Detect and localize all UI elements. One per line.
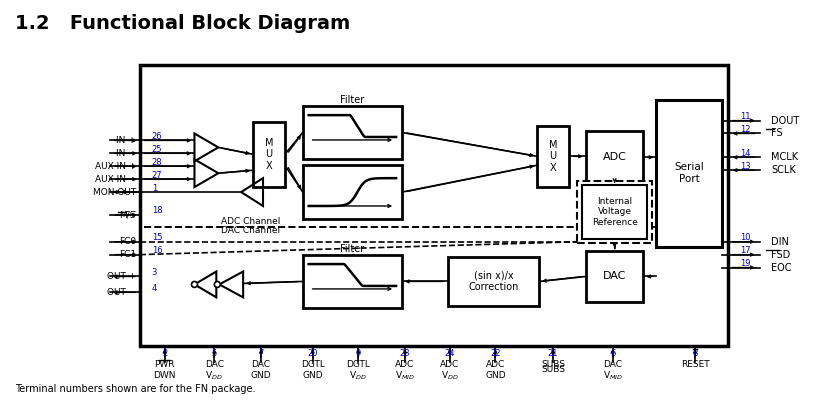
Text: 1: 1: [152, 183, 157, 193]
Bar: [303, 106, 402, 159]
Text: V$_{MID}$: V$_{MID}$: [602, 369, 623, 382]
Text: (sin x)/x
Correction: (sin x)/x Correction: [468, 271, 519, 292]
Text: 23: 23: [400, 350, 410, 358]
Text: 13: 13: [740, 162, 751, 171]
Bar: [582, 185, 647, 239]
Text: 4: 4: [152, 284, 157, 293]
Text: SUBS: SUBS: [541, 365, 565, 374]
Bar: [656, 100, 722, 247]
Text: SUBS: SUBS: [541, 360, 565, 369]
Text: V$_{DD}$: V$_{DD}$: [350, 369, 367, 382]
Text: Filter: Filter: [340, 95, 364, 105]
Text: OUT +: OUT +: [107, 272, 136, 281]
Text: ADC: ADC: [603, 152, 627, 162]
Text: PWR: PWR: [154, 360, 175, 369]
Text: 22: 22: [490, 350, 501, 358]
Text: AUX IN −: AUX IN −: [95, 175, 136, 183]
Text: AUX IN +: AUX IN +: [95, 162, 136, 171]
Text: 18: 18: [152, 207, 163, 215]
Text: 1.2   Functional Block Diagram: 1.2 Functional Block Diagram: [15, 14, 350, 33]
Bar: [586, 132, 643, 183]
Text: DAC: DAC: [603, 271, 627, 281]
Text: FC0: FC0: [118, 237, 136, 246]
Text: 27: 27: [152, 171, 163, 180]
Text: 5: 5: [212, 350, 217, 358]
Text: GND: GND: [251, 371, 271, 380]
Text: SCLK: SCLK: [771, 165, 797, 175]
Text: M
U
X: M U X: [265, 138, 273, 171]
Text: EOC: EOC: [771, 262, 792, 273]
Text: 24: 24: [444, 350, 455, 358]
Text: ADC Channel: ADC Channel: [221, 217, 281, 226]
Text: DAC: DAC: [603, 360, 622, 369]
Text: 10: 10: [740, 233, 751, 242]
Text: IN +: IN +: [116, 136, 136, 145]
Text: OUT −: OUT −: [107, 288, 136, 297]
Text: 28: 28: [152, 158, 163, 167]
Text: Serial
Port: Serial Port: [674, 162, 704, 184]
Text: 20: 20: [307, 350, 318, 358]
Bar: [303, 165, 402, 219]
Text: IN −: IN −: [116, 149, 136, 158]
Text: RESET: RESET: [681, 360, 709, 369]
Bar: [253, 122, 285, 187]
Text: DAC Channel: DAC Channel: [221, 226, 280, 235]
Text: 26: 26: [152, 132, 163, 141]
Text: 12: 12: [740, 125, 751, 134]
Text: V$_{MID}$: V$_{MID}$: [395, 369, 415, 382]
Bar: [448, 257, 539, 306]
Text: 14: 14: [740, 149, 751, 158]
Text: Internal
Voltage
Reference: Internal Voltage Reference: [592, 197, 637, 227]
Text: 7: 7: [258, 350, 264, 358]
Text: V$_{DD}$: V$_{DD}$: [441, 369, 458, 382]
Text: FC1: FC1: [118, 250, 136, 259]
Text: 11: 11: [740, 112, 751, 121]
Text: DAC: DAC: [205, 360, 224, 369]
Text: Terminal numbers shown are for the FN package.: Terminal numbers shown are for the FN pa…: [15, 384, 255, 394]
Text: M
U
X: M U X: [549, 140, 557, 173]
Text: M/̅S̅: M/̅S̅: [119, 211, 136, 220]
Text: 17: 17: [740, 246, 751, 255]
Bar: [303, 255, 402, 308]
Bar: [586, 251, 643, 302]
Text: MON OUT: MON OUT: [92, 188, 136, 196]
Text: ADC: ADC: [440, 360, 459, 369]
Circle shape: [214, 281, 221, 288]
Text: ADC: ADC: [486, 360, 505, 369]
Text: MCLK: MCLK: [771, 152, 799, 162]
Text: DGTL: DGTL: [346, 360, 370, 369]
Text: GND: GND: [485, 371, 506, 380]
Bar: [577, 181, 652, 243]
Text: DOUT: DOUT: [771, 115, 800, 126]
Circle shape: [191, 281, 198, 288]
Text: 16: 16: [152, 246, 163, 255]
Text: FS: FS: [771, 128, 784, 139]
Text: 9: 9: [355, 350, 361, 358]
Text: GND: GND: [302, 371, 323, 380]
Text: DGTL: DGTL: [301, 360, 324, 369]
Text: DWN: DWN: [154, 371, 176, 380]
Text: 21: 21: [547, 350, 558, 358]
Text: 15: 15: [152, 233, 163, 242]
Text: 19: 19: [740, 259, 751, 268]
Bar: [537, 126, 569, 187]
Text: 2: 2: [162, 350, 167, 358]
Bar: [140, 65, 728, 346]
Text: DIN: DIN: [771, 237, 789, 247]
Text: FSD: FSD: [771, 249, 791, 260]
Text: 25: 25: [152, 145, 163, 154]
Text: 8: 8: [692, 350, 698, 358]
Text: 3: 3: [152, 268, 157, 277]
Text: DAC: DAC: [252, 360, 270, 369]
Text: V$_{DD}$: V$_{DD}$: [206, 369, 223, 382]
Text: Filter: Filter: [340, 244, 364, 254]
Text: ADC: ADC: [395, 360, 415, 369]
Text: 6: 6: [610, 350, 615, 358]
